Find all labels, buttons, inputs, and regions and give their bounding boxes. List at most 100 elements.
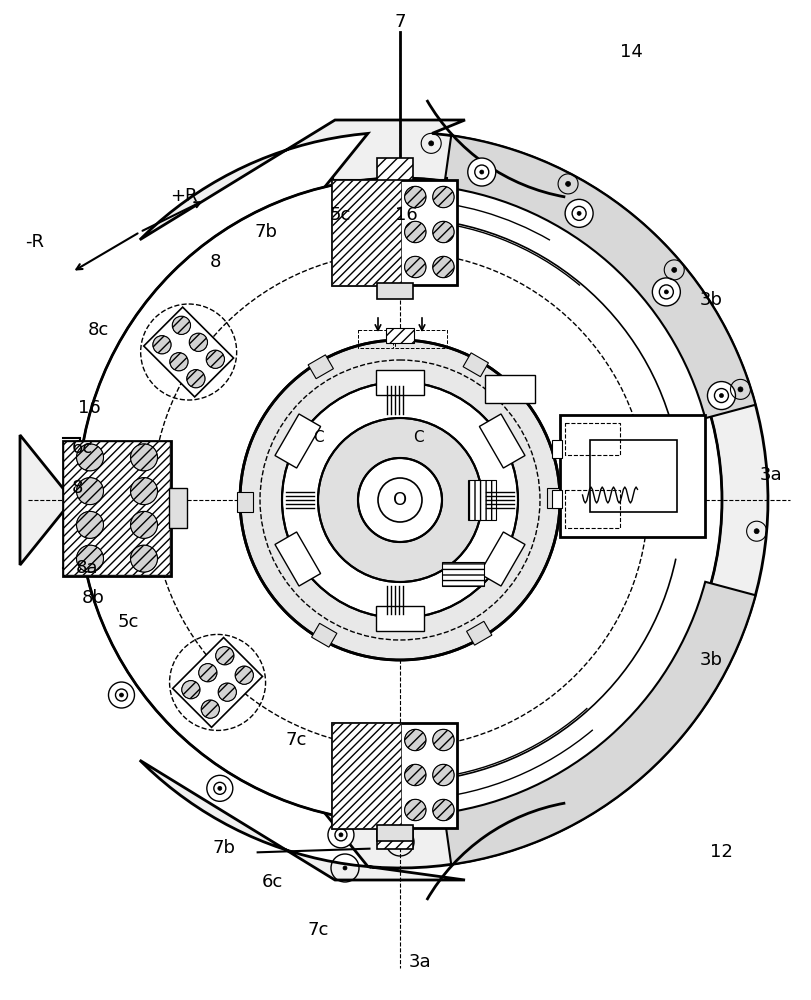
Bar <box>173 638 262 727</box>
Bar <box>564 423 620 455</box>
Circle shape <box>714 389 727 403</box>
Text: 8: 8 <box>210 253 221 271</box>
Bar <box>467 480 496 520</box>
Circle shape <box>671 267 676 272</box>
Circle shape <box>663 290 667 294</box>
Circle shape <box>109 682 135 708</box>
Text: 7b: 7b <box>212 839 235 857</box>
Circle shape <box>432 221 453 243</box>
Bar <box>547 488 562 508</box>
Bar <box>237 492 253 512</box>
Circle shape <box>404 221 426 243</box>
Bar <box>144 307 234 397</box>
Circle shape <box>659 285 672 299</box>
Circle shape <box>318 418 482 582</box>
Circle shape <box>474 165 488 179</box>
Bar <box>332 722 401 827</box>
Circle shape <box>428 141 433 146</box>
Circle shape <box>213 782 225 794</box>
Circle shape <box>199 664 217 682</box>
Text: 3b: 3b <box>699 651 722 669</box>
Text: 7c: 7c <box>307 921 328 939</box>
Bar <box>551 490 561 508</box>
Circle shape <box>115 689 127 701</box>
Circle shape <box>182 681 200 699</box>
Circle shape <box>206 350 224 368</box>
Text: 3a: 3a <box>759 466 782 484</box>
Bar <box>590 440 676 512</box>
Text: 5c: 5c <box>118 613 139 631</box>
Text: 7: 7 <box>394 13 406 31</box>
Text: 8: 8 <box>72 479 84 497</box>
Bar <box>376 282 413 298</box>
Bar <box>311 623 337 647</box>
Text: 6c: 6c <box>261 873 282 891</box>
Circle shape <box>572 206 586 220</box>
Bar <box>394 330 446 348</box>
Text: 5c: 5c <box>329 206 351 224</box>
Circle shape <box>358 458 441 542</box>
Bar <box>564 490 620 528</box>
Bar <box>441 562 483 586</box>
Bar <box>376 827 413 849</box>
Circle shape <box>432 256 453 278</box>
Text: 7c: 7c <box>285 731 307 749</box>
Text: 12: 12 <box>709 843 732 861</box>
Bar <box>385 328 414 343</box>
Bar <box>375 606 423 631</box>
Bar <box>478 414 525 468</box>
Text: C: C <box>412 430 423 446</box>
Circle shape <box>201 700 219 718</box>
Circle shape <box>737 387 742 392</box>
Text: 8c: 8c <box>88 321 109 339</box>
Circle shape <box>131 478 157 505</box>
Wedge shape <box>444 136 754 418</box>
Circle shape <box>76 478 103 505</box>
Circle shape <box>564 199 592 227</box>
Circle shape <box>404 256 426 278</box>
Circle shape <box>432 799 453 821</box>
Bar <box>484 375 534 403</box>
Circle shape <box>467 158 496 186</box>
Circle shape <box>207 775 233 801</box>
Circle shape <box>397 840 401 844</box>
Text: 3a: 3a <box>408 953 431 971</box>
Bar <box>376 825 413 841</box>
Bar <box>332 180 401 285</box>
Circle shape <box>719 394 723 398</box>
Text: +R: +R <box>169 187 197 205</box>
Circle shape <box>651 278 680 306</box>
Circle shape <box>432 764 453 786</box>
Bar <box>332 180 457 285</box>
Circle shape <box>404 729 426 751</box>
Bar <box>332 722 457 827</box>
Circle shape <box>78 178 721 822</box>
Bar <box>275 414 320 468</box>
Circle shape <box>404 799 426 821</box>
Bar <box>376 158 413 180</box>
Bar <box>63 440 171 576</box>
Circle shape <box>76 444 103 471</box>
Text: 6c: 6c <box>72 439 93 457</box>
Circle shape <box>131 511 157 538</box>
Circle shape <box>189 333 208 351</box>
Bar <box>462 353 488 377</box>
Circle shape <box>328 822 354 848</box>
Circle shape <box>432 729 453 751</box>
Circle shape <box>479 170 483 174</box>
Bar <box>560 415 704 537</box>
Bar <box>275 532 320 586</box>
Circle shape <box>169 353 188 371</box>
Circle shape <box>187 370 204 388</box>
Circle shape <box>218 683 236 701</box>
Bar <box>169 488 187 528</box>
Circle shape <box>76 511 103 538</box>
Wedge shape <box>444 582 754 864</box>
Circle shape <box>216 647 234 665</box>
Text: 8b: 8b <box>82 589 105 607</box>
Text: 16: 16 <box>78 399 101 417</box>
Text: 3b: 3b <box>699 291 722 309</box>
Bar <box>64 442 169 574</box>
Text: 14: 14 <box>620 43 642 61</box>
Circle shape <box>753 529 758 534</box>
